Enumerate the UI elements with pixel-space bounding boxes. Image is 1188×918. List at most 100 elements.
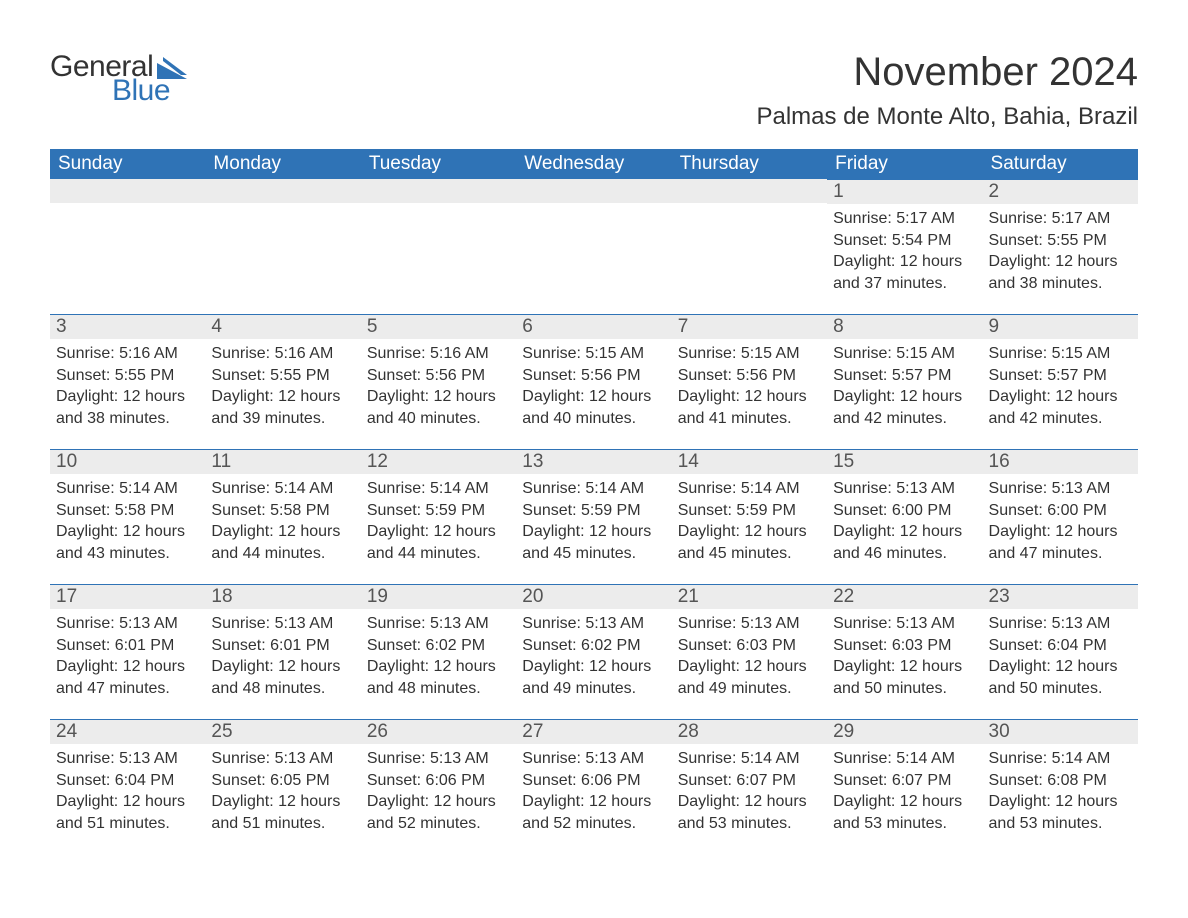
calendar-week-row: 3Sunrise: 5:16 AM Sunset: 5:55 PM Daylig… [50,314,1138,449]
day-number: 15 [827,449,982,474]
day-number [50,179,205,203]
day-number: 7 [672,314,827,339]
weekday-header: Thursday [672,149,827,179]
calendar-day-cell: 23Sunrise: 5:13 AM Sunset: 6:04 PM Dayli… [983,584,1138,719]
calendar-day-cell [361,179,516,314]
calendar-day-cell [516,179,671,314]
day-number: 5 [361,314,516,339]
calendar-page: General Blue November 2024 Palmas de Mon… [0,0,1188,894]
calendar-day-cell: 22Sunrise: 5:13 AM Sunset: 6:03 PM Dayli… [827,584,982,719]
day-details: Sunrise: 5:13 AM Sunset: 6:01 PM Dayligh… [205,609,360,705]
day-details: Sunrise: 5:16 AM Sunset: 5:55 PM Dayligh… [205,339,360,435]
day-number: 14 [672,449,827,474]
calendar-day-cell [205,179,360,314]
calendar-day-cell: 11Sunrise: 5:14 AM Sunset: 5:58 PM Dayli… [205,449,360,584]
calendar-day-cell: 29Sunrise: 5:14 AM Sunset: 6:07 PM Dayli… [827,719,982,854]
day-number: 19 [361,584,516,609]
month-title: November 2024 [756,50,1138,95]
title-block: November 2024 Palmas de Monte Alto, Bahi… [756,50,1138,131]
day-number: 8 [827,314,982,339]
day-details [672,203,827,213]
day-details: Sunrise: 5:16 AM Sunset: 5:56 PM Dayligh… [361,339,516,435]
day-number: 2 [983,179,1138,204]
day-details: Sunrise: 5:13 AM Sunset: 6:00 PM Dayligh… [983,474,1138,570]
day-details: Sunrise: 5:15 AM Sunset: 5:56 PM Dayligh… [516,339,671,435]
calendar-day-cell: 25Sunrise: 5:13 AM Sunset: 6:05 PM Dayli… [205,719,360,854]
calendar-day-cell: 3Sunrise: 5:16 AM Sunset: 5:55 PM Daylig… [50,314,205,449]
location-text: Palmas de Monte Alto, Bahia, Brazil [756,103,1138,131]
day-details: Sunrise: 5:14 AM Sunset: 5:59 PM Dayligh… [672,474,827,570]
calendar-day-cell: 5Sunrise: 5:16 AM Sunset: 5:56 PM Daylig… [361,314,516,449]
calendar-week-row: 17Sunrise: 5:13 AM Sunset: 6:01 PM Dayli… [50,584,1138,719]
day-details: Sunrise: 5:17 AM Sunset: 5:54 PM Dayligh… [827,204,982,300]
day-details: Sunrise: 5:13 AM Sunset: 6:04 PM Dayligh… [983,609,1138,705]
day-number: 18 [205,584,360,609]
calendar-day-cell: 13Sunrise: 5:14 AM Sunset: 5:59 PM Dayli… [516,449,671,584]
day-number: 20 [516,584,671,609]
logo-text-blue: Blue [112,74,191,108]
day-details: Sunrise: 5:13 AM Sunset: 6:02 PM Dayligh… [361,609,516,705]
calendar-day-cell: 19Sunrise: 5:13 AM Sunset: 6:02 PM Dayli… [361,584,516,719]
day-number: 10 [50,449,205,474]
calendar-week-row: 24Sunrise: 5:13 AM Sunset: 6:04 PM Dayli… [50,719,1138,854]
day-details [50,203,205,213]
calendar-day-cell: 2Sunrise: 5:17 AM Sunset: 5:55 PM Daylig… [983,179,1138,314]
day-number [672,179,827,203]
weekday-header: Saturday [983,149,1138,179]
weekday-header-row: Sunday Monday Tuesday Wednesday Thursday… [50,149,1138,179]
day-number: 3 [50,314,205,339]
day-details: Sunrise: 5:14 AM Sunset: 5:58 PM Dayligh… [50,474,205,570]
day-number: 29 [827,719,982,744]
day-details: Sunrise: 5:13 AM Sunset: 6:03 PM Dayligh… [827,609,982,705]
day-number: 24 [50,719,205,744]
day-details: Sunrise: 5:14 AM Sunset: 6:07 PM Dayligh… [672,744,827,840]
day-number: 4 [205,314,360,339]
day-number: 27 [516,719,671,744]
calendar-day-cell: 9Sunrise: 5:15 AM Sunset: 5:57 PM Daylig… [983,314,1138,449]
calendar-day-cell: 26Sunrise: 5:13 AM Sunset: 6:06 PM Dayli… [361,719,516,854]
day-details [205,203,360,213]
calendar-day-cell [672,179,827,314]
calendar-day-cell: 24Sunrise: 5:13 AM Sunset: 6:04 PM Dayli… [50,719,205,854]
day-details: Sunrise: 5:14 AM Sunset: 5:58 PM Dayligh… [205,474,360,570]
day-details: Sunrise: 5:13 AM Sunset: 6:04 PM Dayligh… [50,744,205,840]
calendar-day-cell: 7Sunrise: 5:15 AM Sunset: 5:56 PM Daylig… [672,314,827,449]
day-number [516,179,671,203]
calendar-week-row: 10Sunrise: 5:14 AM Sunset: 5:58 PM Dayli… [50,449,1138,584]
calendar-day-cell: 8Sunrise: 5:15 AM Sunset: 5:57 PM Daylig… [827,314,982,449]
day-details: Sunrise: 5:13 AM Sunset: 6:06 PM Dayligh… [516,744,671,840]
calendar-day-cell: 10Sunrise: 5:14 AM Sunset: 5:58 PM Dayli… [50,449,205,584]
calendar-day-cell: 17Sunrise: 5:13 AM Sunset: 6:01 PM Dayli… [50,584,205,719]
calendar-day-cell: 1Sunrise: 5:17 AM Sunset: 5:54 PM Daylig… [827,179,982,314]
calendar-day-cell: 28Sunrise: 5:14 AM Sunset: 6:07 PM Dayli… [672,719,827,854]
day-details: Sunrise: 5:13 AM Sunset: 6:00 PM Dayligh… [827,474,982,570]
weekday-header: Monday [205,149,360,179]
header: General Blue November 2024 Palmas de Mon… [50,50,1138,131]
weekday-header: Wednesday [516,149,671,179]
day-number: 1 [827,179,982,204]
day-number: 25 [205,719,360,744]
day-details: Sunrise: 5:16 AM Sunset: 5:55 PM Dayligh… [50,339,205,435]
calendar-day-cell: 21Sunrise: 5:13 AM Sunset: 6:03 PM Dayli… [672,584,827,719]
calendar-day-cell: 18Sunrise: 5:13 AM Sunset: 6:01 PM Dayli… [205,584,360,719]
weekday-header: Tuesday [361,149,516,179]
weekday-header: Sunday [50,149,205,179]
day-details: Sunrise: 5:14 AM Sunset: 5:59 PM Dayligh… [516,474,671,570]
day-number: 6 [516,314,671,339]
day-number: 12 [361,449,516,474]
day-details: Sunrise: 5:13 AM Sunset: 6:06 PM Dayligh… [361,744,516,840]
day-details: Sunrise: 5:15 AM Sunset: 5:57 PM Dayligh… [827,339,982,435]
logo: General Blue [50,50,191,108]
calendar-day-cell: 4Sunrise: 5:16 AM Sunset: 5:55 PM Daylig… [205,314,360,449]
day-details: Sunrise: 5:17 AM Sunset: 5:55 PM Dayligh… [983,204,1138,300]
day-number: 23 [983,584,1138,609]
calendar-day-cell: 6Sunrise: 5:15 AM Sunset: 5:56 PM Daylig… [516,314,671,449]
day-details: Sunrise: 5:13 AM Sunset: 6:02 PM Dayligh… [516,609,671,705]
day-number: 17 [50,584,205,609]
day-details: Sunrise: 5:13 AM Sunset: 6:03 PM Dayligh… [672,609,827,705]
day-details: Sunrise: 5:14 AM Sunset: 5:59 PM Dayligh… [361,474,516,570]
calendar-day-cell: 30Sunrise: 5:14 AM Sunset: 6:08 PM Dayli… [983,719,1138,854]
day-details: Sunrise: 5:13 AM Sunset: 6:01 PM Dayligh… [50,609,205,705]
calendar-day-cell: 12Sunrise: 5:14 AM Sunset: 5:59 PM Dayli… [361,449,516,584]
calendar-day-cell: 20Sunrise: 5:13 AM Sunset: 6:02 PM Dayli… [516,584,671,719]
